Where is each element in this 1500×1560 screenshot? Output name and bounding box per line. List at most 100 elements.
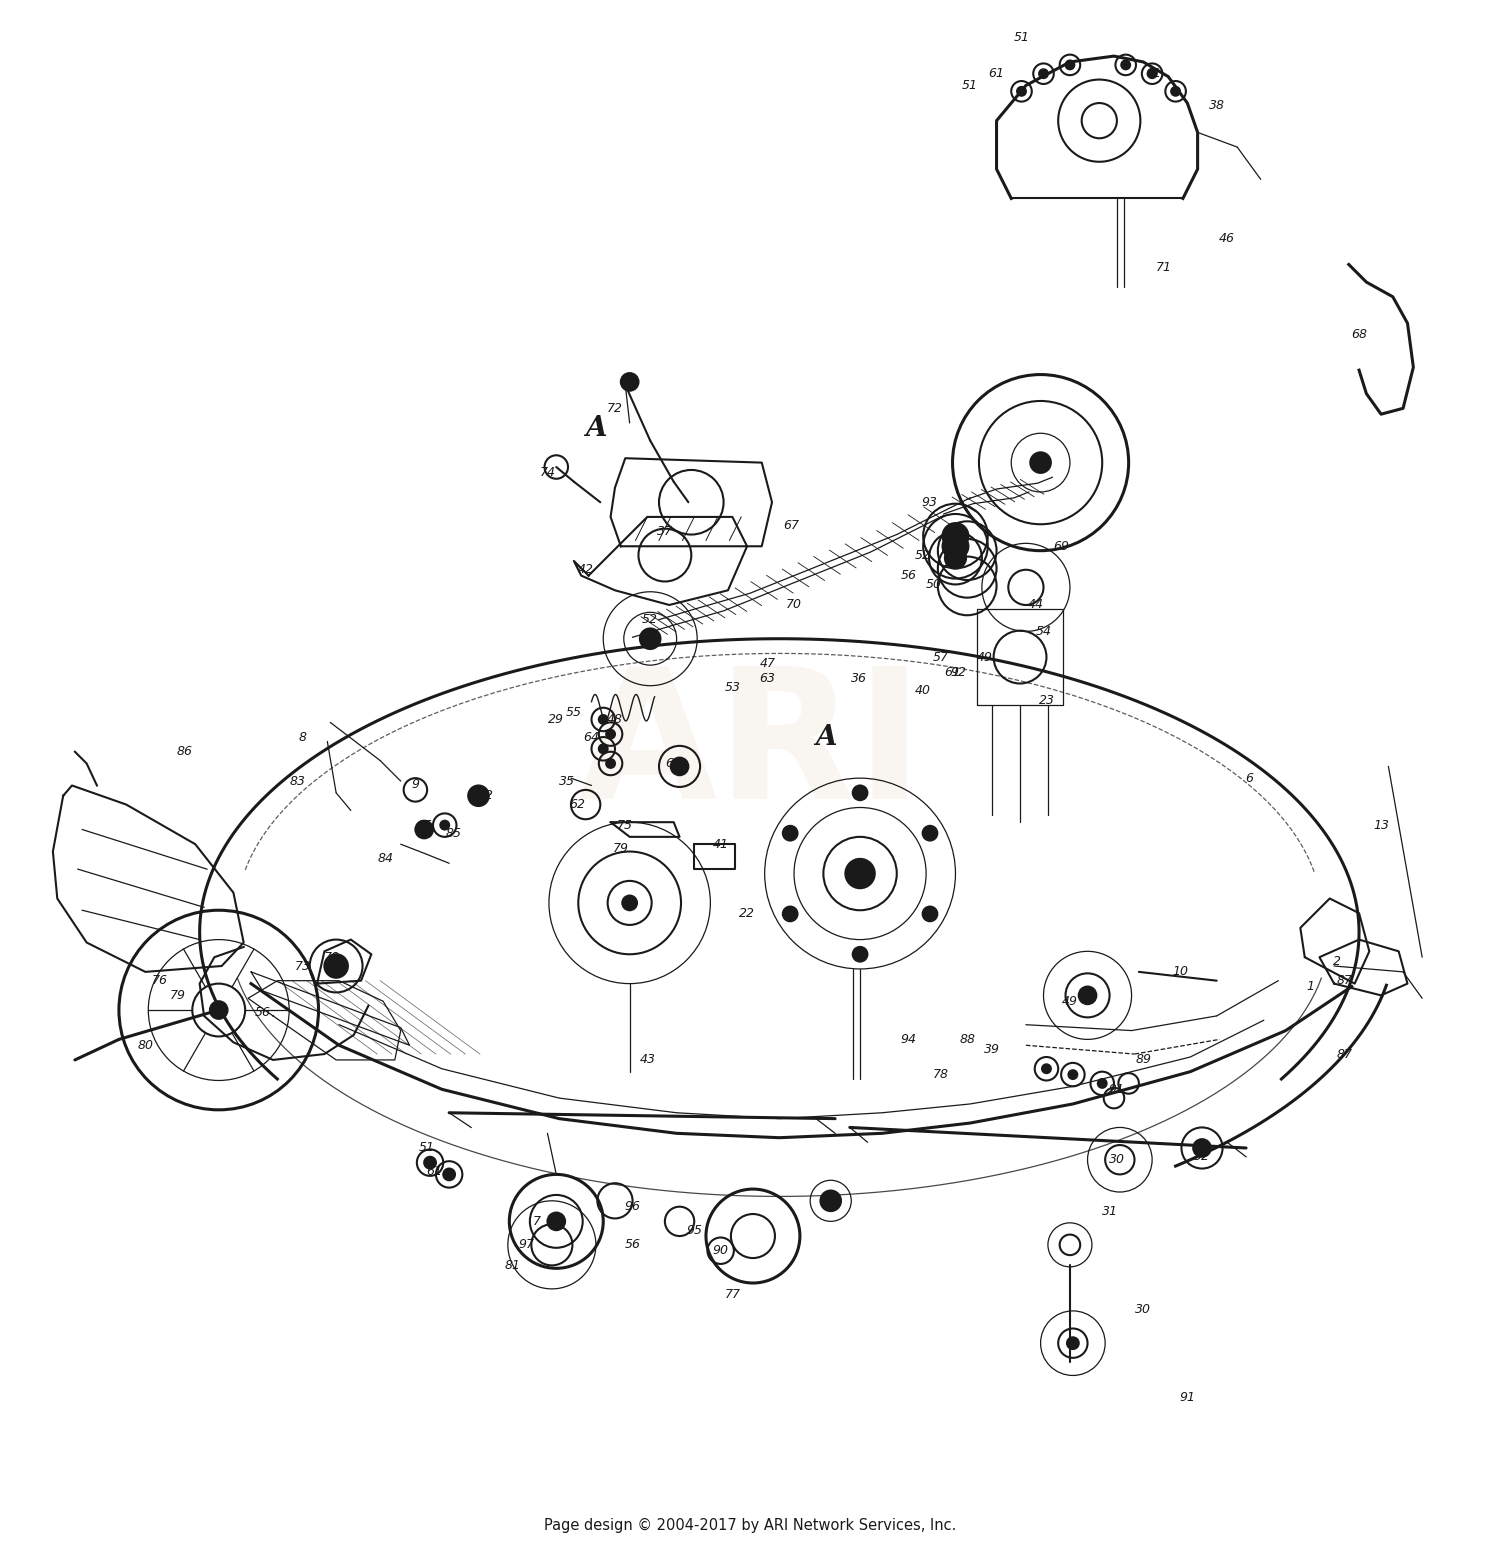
Text: 43: 43	[639, 1053, 656, 1067]
Text: 7: 7	[532, 1215, 542, 1228]
Circle shape	[1148, 69, 1156, 78]
Text: 53: 53	[724, 680, 741, 694]
Text: 92: 92	[951, 666, 966, 679]
Text: 22: 22	[740, 906, 754, 920]
Text: 97: 97	[519, 1239, 536, 1251]
Text: 2: 2	[1334, 955, 1341, 969]
Text: 52: 52	[642, 613, 658, 626]
Text: 52: 52	[915, 549, 932, 562]
Text: 8: 8	[298, 730, 306, 744]
Circle shape	[468, 786, 489, 807]
Text: 42: 42	[578, 563, 594, 576]
Circle shape	[598, 714, 608, 724]
Text: 67: 67	[783, 519, 800, 532]
Text: 88: 88	[958, 1033, 975, 1045]
Text: 74: 74	[540, 466, 555, 479]
Text: A: A	[816, 724, 837, 750]
Text: 49: 49	[976, 652, 993, 665]
Circle shape	[1098, 1080, 1107, 1087]
Text: 6: 6	[1245, 772, 1252, 785]
Text: 36: 36	[850, 672, 867, 685]
Circle shape	[922, 906, 938, 922]
Text: 32: 32	[1194, 1150, 1210, 1164]
Circle shape	[1040, 69, 1048, 78]
Text: 87: 87	[1336, 1048, 1353, 1061]
Circle shape	[424, 1158, 436, 1168]
Circle shape	[1172, 87, 1180, 95]
Text: 66: 66	[666, 757, 681, 771]
Text: 91: 91	[1108, 1083, 1125, 1095]
Text: 86: 86	[177, 746, 194, 758]
Text: 51: 51	[419, 1142, 435, 1154]
Text: 30: 30	[1136, 1303, 1152, 1317]
Text: 79: 79	[614, 842, 628, 855]
Text: 12: 12	[478, 789, 494, 802]
Circle shape	[821, 1190, 842, 1211]
Circle shape	[942, 534, 969, 558]
Text: 75: 75	[618, 819, 633, 831]
Text: 51: 51	[962, 80, 978, 92]
Circle shape	[548, 1212, 566, 1231]
Text: 90: 90	[712, 1245, 729, 1257]
Text: 62: 62	[568, 799, 585, 811]
Circle shape	[1122, 61, 1130, 69]
Text: 48: 48	[608, 713, 622, 725]
Circle shape	[922, 825, 938, 841]
Circle shape	[1192, 1139, 1210, 1158]
Text: 72: 72	[608, 402, 622, 415]
Circle shape	[783, 906, 798, 922]
Text: 50: 50	[926, 577, 942, 591]
Text: 56: 56	[900, 569, 916, 582]
Text: 61: 61	[426, 1165, 442, 1178]
Circle shape	[1068, 1070, 1077, 1080]
Circle shape	[945, 548, 966, 568]
Text: 29: 29	[549, 713, 564, 725]
Text: ARI: ARI	[578, 661, 922, 836]
Circle shape	[1065, 61, 1074, 69]
Circle shape	[622, 895, 638, 909]
Circle shape	[606, 730, 615, 738]
Text: 71: 71	[1156, 261, 1172, 275]
Text: 85: 85	[446, 827, 462, 841]
Text: 55: 55	[566, 705, 582, 719]
Text: A: A	[585, 415, 606, 443]
Text: 47: 47	[759, 657, 776, 671]
Circle shape	[942, 523, 969, 549]
Circle shape	[783, 825, 798, 841]
Text: 64: 64	[584, 730, 600, 744]
Circle shape	[640, 629, 660, 649]
Text: 96: 96	[624, 1200, 640, 1214]
Text: Page design © 2004-2017 by ARI Network Services, Inc.: Page design © 2004-2017 by ARI Network S…	[544, 1518, 956, 1533]
Text: 30: 30	[1108, 1153, 1125, 1167]
Circle shape	[598, 744, 608, 753]
Circle shape	[1042, 1064, 1052, 1073]
Circle shape	[846, 860, 874, 888]
Text: 68: 68	[1352, 329, 1366, 342]
Text: 38: 38	[1209, 100, 1224, 112]
Text: 91: 91	[1179, 1392, 1196, 1404]
Circle shape	[324, 955, 348, 978]
Circle shape	[210, 1002, 228, 1019]
Text: 54: 54	[1035, 626, 1052, 638]
Text: 37: 37	[657, 526, 674, 538]
Text: 70: 70	[786, 599, 802, 612]
Circle shape	[852, 786, 867, 800]
Text: 9: 9	[411, 777, 420, 791]
Text: 61: 61	[988, 67, 1005, 80]
Text: 76: 76	[152, 973, 168, 987]
Text: 77: 77	[724, 1289, 741, 1301]
Text: 49: 49	[1062, 995, 1078, 1008]
Text: 13: 13	[1372, 819, 1389, 831]
Text: 61: 61	[1146, 67, 1161, 80]
Circle shape	[670, 758, 688, 775]
Text: 79: 79	[170, 989, 186, 1002]
Text: 78: 78	[933, 1069, 950, 1081]
Text: 40: 40	[915, 683, 932, 697]
Text: 35: 35	[558, 775, 574, 788]
Circle shape	[444, 1168, 454, 1181]
Text: 56: 56	[255, 1006, 272, 1020]
Circle shape	[621, 373, 639, 390]
Text: 95: 95	[686, 1223, 702, 1237]
Text: 73: 73	[294, 959, 310, 972]
Text: 89: 89	[1136, 1053, 1152, 1067]
